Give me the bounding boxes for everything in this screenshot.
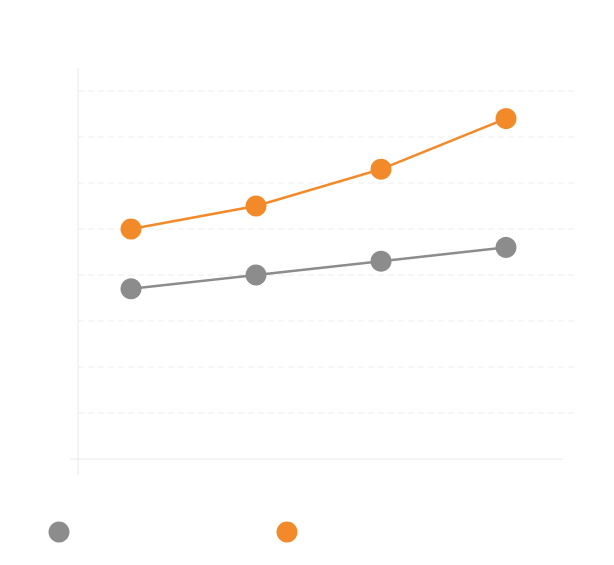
series-line <box>130 117 507 231</box>
legend-marker <box>48 521 70 543</box>
data-point <box>370 250 392 272</box>
data-point <box>370 158 392 180</box>
data-point <box>245 195 267 217</box>
data-point <box>495 108 517 130</box>
legend-marker <box>276 521 298 543</box>
series-line <box>130 246 507 291</box>
data-point <box>120 218 142 240</box>
data-point <box>245 264 267 286</box>
data-point <box>120 278 142 300</box>
data-point <box>495 236 517 258</box>
